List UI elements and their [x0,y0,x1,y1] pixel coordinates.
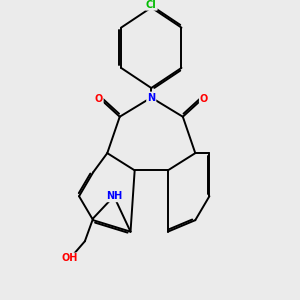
Text: O: O [200,94,208,103]
Text: O: O [94,94,103,103]
Text: OH: OH [62,254,78,263]
Text: Cl: Cl [146,0,157,10]
Text: N: N [147,93,155,103]
Text: NH: NH [106,191,122,201]
